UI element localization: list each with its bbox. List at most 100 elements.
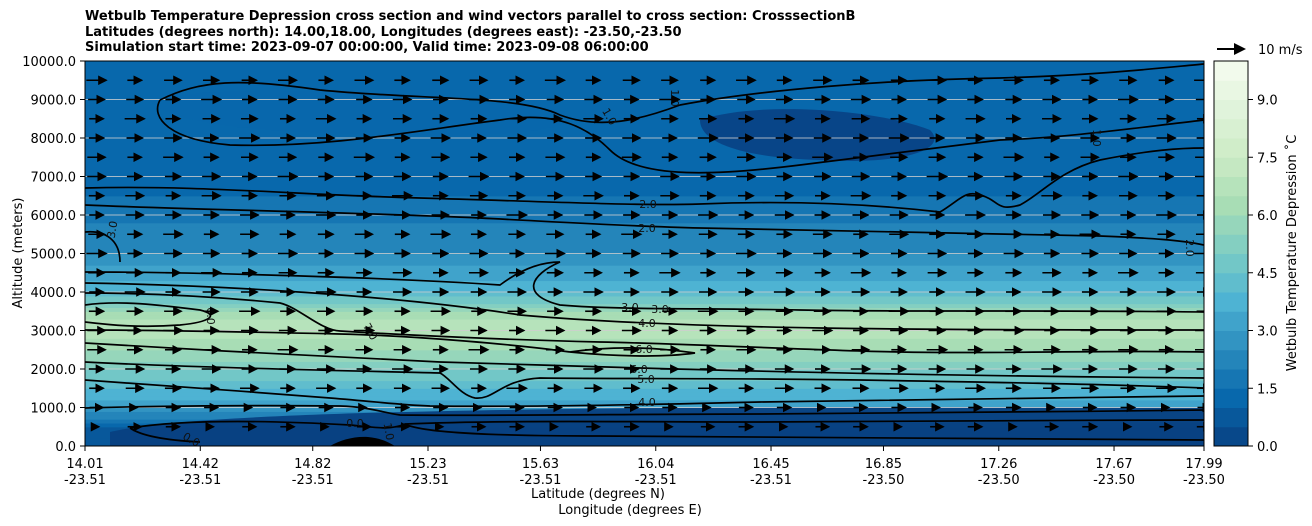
colorbar-tick-label: 0.0 bbox=[1257, 440, 1278, 455]
colorbar-band bbox=[1214, 272, 1248, 293]
contour-label: 2.0 bbox=[639, 198, 657, 211]
colorbar-tick-label: 7.5 bbox=[1257, 151, 1278, 166]
contour-label-text: 2.0 bbox=[1183, 239, 1196, 257]
band bbox=[85, 195, 1204, 201]
contour-1-surface bbox=[404, 423, 1204, 441]
colorbar-band bbox=[1214, 80, 1248, 100]
y-tick-label: 10000.0 bbox=[22, 55, 76, 70]
band bbox=[85, 299, 1204, 305]
band bbox=[85, 138, 1204, 143]
x-tick-label-lat: 15.63 bbox=[522, 457, 559, 472]
contour-label: 4.0 bbox=[638, 396, 656, 409]
band bbox=[85, 380, 1204, 385]
band bbox=[85, 253, 1204, 258]
band bbox=[85, 68, 1204, 74]
colorbar-band bbox=[1214, 176, 1248, 197]
band bbox=[85, 230, 1204, 235]
x-tick-label-lat: 16.85 bbox=[865, 457, 902, 472]
band bbox=[85, 168, 1204, 174]
colorbar-tick-label: 3.0 bbox=[1257, 325, 1278, 340]
band bbox=[85, 199, 1204, 205]
wind-key-label: 10 m/s bbox=[1258, 43, 1303, 58]
contour-label-text: 4.0 bbox=[638, 317, 656, 330]
x-tick-label-lat: 14.01 bbox=[66, 457, 103, 472]
band bbox=[85, 87, 1204, 93]
colorbar-band bbox=[1214, 407, 1248, 428]
contour-6-core bbox=[569, 347, 696, 357]
contour-1-upper bbox=[159, 63, 1204, 124]
x-tick-label-lon: -23.50 bbox=[1183, 473, 1225, 488]
x-tick-label-lon: -23.51 bbox=[750, 473, 792, 488]
colorbar-band bbox=[1214, 311, 1248, 331]
band bbox=[85, 334, 1204, 339]
colorbar-tick-label: 6.0 bbox=[1257, 209, 1278, 224]
band bbox=[85, 176, 1204, 181]
band bbox=[85, 326, 1204, 332]
y-tick-label: 2000.0 bbox=[31, 363, 77, 378]
contour-label: 5.0 bbox=[637, 373, 655, 386]
band bbox=[85, 288, 1204, 293]
band bbox=[85, 222, 1204, 228]
band bbox=[85, 99, 1204, 104]
band bbox=[85, 226, 1204, 231]
contour-3-left bbox=[85, 230, 121, 263]
x-tick-label-lat: 16.45 bbox=[752, 457, 789, 472]
band bbox=[85, 369, 1204, 374]
band bbox=[85, 64, 1204, 70]
band bbox=[85, 268, 1204, 274]
band bbox=[85, 307, 1204, 312]
y-tick-label: 1000.0 bbox=[31, 402, 77, 417]
x-tick-label-lon: -23.50 bbox=[1093, 473, 1135, 488]
colorbar-frame bbox=[1213, 60, 1249, 447]
y-tick-label: 7000.0 bbox=[31, 171, 77, 186]
colorbar-band bbox=[1214, 99, 1248, 120]
contour-label-text: 3.0 bbox=[651, 303, 669, 316]
band bbox=[85, 241, 1204, 247]
band bbox=[85, 145, 1204, 151]
colorbar: 0.0 1.5 3.0 4.5 6.0 7.5 9.0 Wetbulb Temperatur… bbox=[1213, 60, 1300, 455]
band bbox=[85, 157, 1204, 162]
x-tick-label-lat: 17.26 bbox=[980, 457, 1017, 472]
band bbox=[85, 315, 1204, 320]
contour-label: 0.0 bbox=[346, 417, 364, 430]
y-tick-label: 9000.0 bbox=[31, 94, 77, 109]
band bbox=[85, 207, 1204, 212]
wind-vectors bbox=[86, 75, 1204, 432]
contour-label-text: 2.0 bbox=[638, 222, 656, 235]
band bbox=[85, 107, 1204, 112]
band bbox=[85, 295, 1204, 301]
y-tick-label: 0.0 bbox=[55, 440, 76, 455]
band bbox=[85, 318, 1204, 324]
band bbox=[85, 261, 1204, 266]
band bbox=[85, 303, 1204, 308]
colorbar-band bbox=[1214, 253, 1248, 274]
x-axis: 14.01-23.5114.42-23.5114.82-23.5115.23-2… bbox=[64, 446, 1225, 488]
x-tick-label-lat: 17.67 bbox=[1095, 457, 1132, 472]
title-line-3: Simulation start time: 2023-09-07 00:00:… bbox=[85, 40, 649, 55]
plot-clip: 0.0 1.01.01.01.02.02.02.03.03.0 3.04.04.05… bbox=[85, 61, 1204, 446]
contour-6 bbox=[85, 329, 571, 353]
contour-5 bbox=[85, 342, 1204, 379]
y-tick-label: 5000.0 bbox=[31, 248, 77, 263]
band bbox=[85, 265, 1204, 270]
contour-0 bbox=[129, 427, 201, 443]
contour-label: 2.0 bbox=[1183, 239, 1196, 257]
contour-label: 4.0 bbox=[638, 317, 656, 330]
band bbox=[85, 72, 1204, 77]
band bbox=[85, 80, 1204, 85]
band bbox=[85, 361, 1204, 366]
band bbox=[85, 76, 1204, 81]
band bbox=[85, 372, 1204, 378]
contour-3 bbox=[85, 261, 1204, 313]
band bbox=[85, 161, 1204, 166]
contour-label: 3.0 bbox=[651, 303, 669, 316]
band bbox=[85, 272, 1204, 278]
band bbox=[85, 384, 1204, 389]
band bbox=[85, 141, 1204, 147]
band bbox=[85, 276, 1204, 282]
band bbox=[85, 126, 1204, 131]
colorbar-band bbox=[1214, 330, 1248, 351]
x-tick-label-lon: -23.51 bbox=[520, 473, 562, 488]
y-axis: 0.0 1000.0 2000.0 3000.0 4000.0 5000.0 6000.0 7… bbox=[22, 55, 85, 455]
